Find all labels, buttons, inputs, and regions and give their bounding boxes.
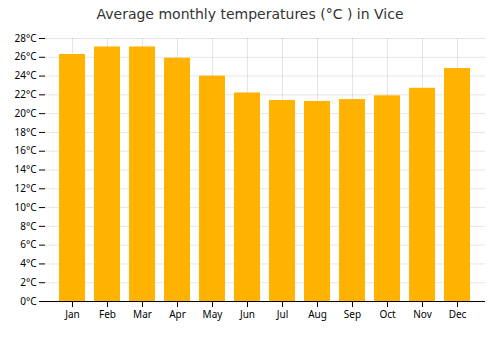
svg-text:May: May	[203, 307, 224, 321]
svg-text:Apr: Apr	[169, 307, 186, 321]
svg-text:2°C: 2°C	[20, 275, 37, 289]
svg-text:22°C: 22°C	[14, 87, 37, 101]
svg-text:14°C: 14°C	[14, 162, 37, 176]
svg-text:Oct: Oct	[379, 307, 396, 321]
svg-text:4°C: 4°C	[20, 256, 37, 270]
svg-text:12°C: 12°C	[14, 181, 37, 195]
svg-text:Jan: Jan	[64, 307, 80, 321]
svg-text:6°C: 6°C	[20, 237, 37, 251]
svg-text:Sep: Sep	[344, 307, 361, 321]
svg-text:16°C: 16°C	[14, 143, 37, 157]
svg-text:10°C: 10°C	[14, 200, 37, 214]
svg-text:18°C: 18°C	[14, 125, 37, 139]
html-text:Average monthly temperatures (: Average monthly temperatures (°C ) in Vi…	[96, 6, 404, 22]
svg-text:Feb: Feb	[99, 307, 116, 321]
svg-text:0°C: 0°C	[20, 294, 37, 308]
svg-text:Nov: Nov	[413, 307, 432, 321]
svg-text:Jun: Jun	[239, 307, 255, 321]
svg-text:Jul: Jul	[276, 307, 289, 321]
svg-text:20°C: 20°C	[14, 106, 37, 120]
svg-text:Aug: Aug	[308, 307, 327, 321]
svg-text:8°C: 8°C	[20, 219, 37, 233]
svg-text:28°C: 28°C	[14, 31, 37, 45]
svg-text:26°C: 26°C	[14, 49, 37, 63]
svg-text:Mar: Mar	[133, 307, 152, 321]
svg-text:Dec: Dec	[449, 307, 467, 321]
svg-text:24°C: 24°C	[14, 68, 37, 82]
